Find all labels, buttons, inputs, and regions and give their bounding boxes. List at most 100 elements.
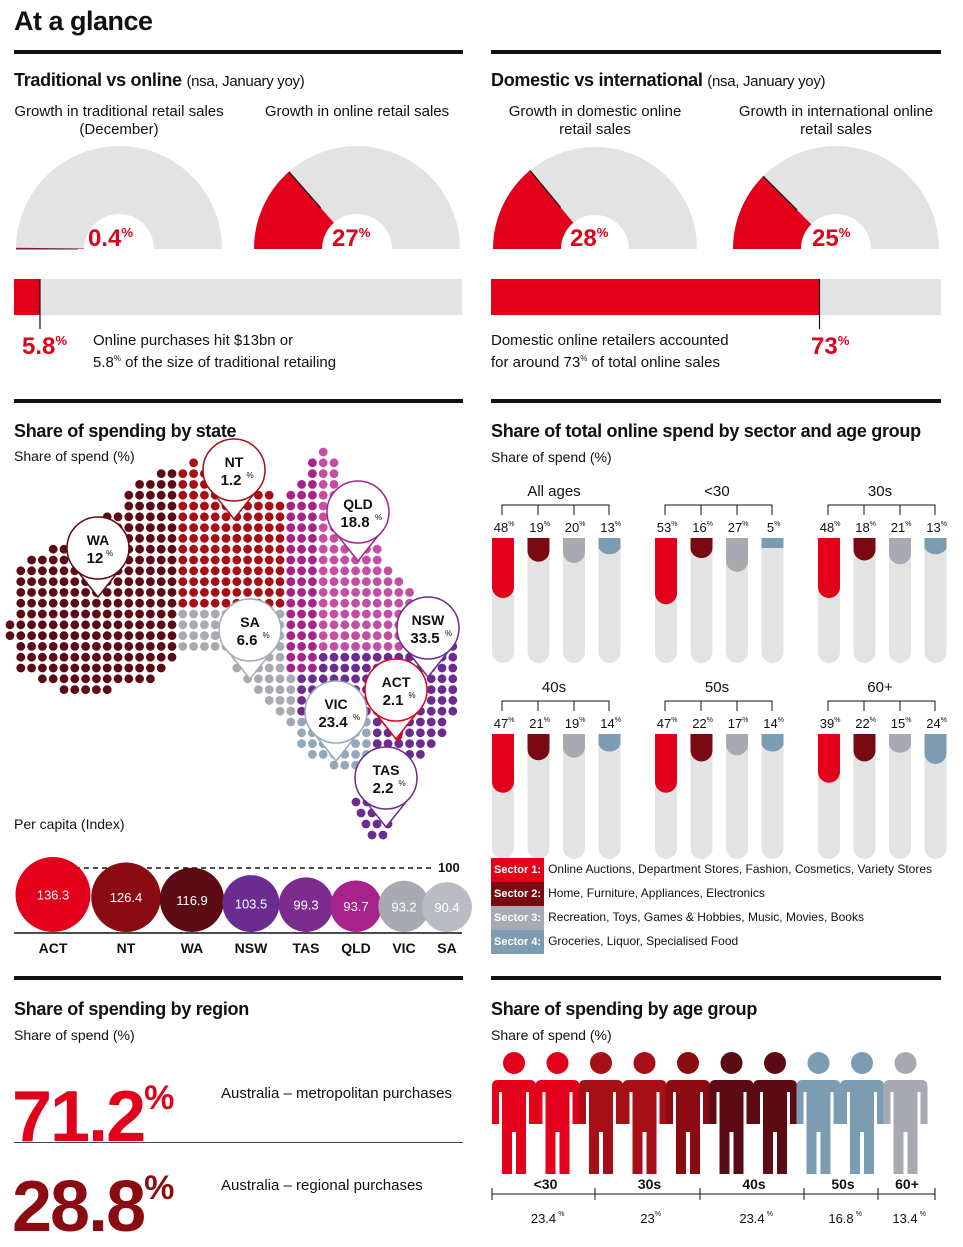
map-dot xyxy=(124,577,134,586)
map-dot xyxy=(167,480,177,489)
sector-pct: % xyxy=(905,521,911,528)
map-dot xyxy=(243,555,253,565)
regional-label: Australia – regional purchases xyxy=(221,1177,423,1194)
person-body xyxy=(622,1080,667,1174)
map-dot xyxy=(59,652,69,662)
map-dot xyxy=(48,544,58,554)
map-dot xyxy=(448,663,458,673)
pin-value: 1.2 xyxy=(221,472,242,489)
map-dot xyxy=(38,674,47,684)
sector-value: 13 xyxy=(926,520,940,535)
map-dot xyxy=(59,631,69,640)
divider xyxy=(14,50,463,54)
map-dot xyxy=(329,663,339,673)
age-label: 40s xyxy=(742,1176,766,1192)
map-dot xyxy=(254,534,263,543)
map-dot xyxy=(275,501,285,511)
map-dot xyxy=(308,642,317,651)
map-dot xyxy=(437,685,447,694)
map-dot xyxy=(124,490,134,500)
map-dot xyxy=(275,598,285,608)
map-dot xyxy=(286,717,296,727)
group-label: 40s xyxy=(542,679,566,696)
pin-state-label: ACT xyxy=(382,674,411,690)
map-dot xyxy=(286,588,296,597)
gauge-domestic xyxy=(493,147,697,249)
map-dot xyxy=(146,577,155,586)
map-dot xyxy=(156,534,166,543)
sector-value: 13 xyxy=(600,520,614,535)
map-dot xyxy=(38,620,47,630)
map-dot xyxy=(27,631,36,640)
pin-circle xyxy=(354,746,418,810)
sector-fill xyxy=(492,734,514,793)
gauge-traditional xyxy=(16,146,222,250)
map-dot xyxy=(156,642,166,651)
bar-value: 5.8% xyxy=(22,333,68,360)
map-dot xyxy=(232,544,242,554)
map-dot xyxy=(318,663,328,673)
person-body xyxy=(709,1080,754,1174)
map-dot xyxy=(372,739,382,748)
map-dot xyxy=(178,642,188,651)
map-dot xyxy=(362,652,371,662)
map-dot xyxy=(286,598,296,608)
sector-track xyxy=(889,734,911,859)
state-pin: NT 1.2% xyxy=(202,438,266,521)
map-dot xyxy=(167,609,177,619)
sector-track xyxy=(726,734,748,859)
per-capita-bubble xyxy=(159,867,225,932)
map-dot xyxy=(146,480,155,489)
map-dot xyxy=(146,631,155,640)
legend-chip: Sector 1: xyxy=(491,858,545,882)
map-dot xyxy=(5,631,15,640)
value: 71.2 xyxy=(12,1077,146,1157)
map-dot xyxy=(156,501,166,511)
person-body xyxy=(796,1080,841,1174)
pin-pct: % xyxy=(409,691,416,700)
sector-pct: % xyxy=(615,521,621,528)
map-dot xyxy=(232,523,242,532)
map-dot xyxy=(189,458,199,468)
age-heading: Share of spending by age group xyxy=(491,999,758,1019)
per-capita-bubble xyxy=(222,875,280,932)
sector-fill xyxy=(818,734,840,783)
map-dot xyxy=(297,598,306,608)
per-capita-value: 136.3 xyxy=(37,888,70,903)
map-dot xyxy=(264,696,274,705)
map-dot xyxy=(297,490,306,500)
map-dot xyxy=(59,588,69,597)
map-dot xyxy=(286,501,296,511)
map-dot xyxy=(156,480,166,489)
map-dot xyxy=(264,490,274,500)
map-dot xyxy=(48,566,58,576)
sector-pct: % xyxy=(671,521,677,528)
sector-fill-top xyxy=(655,734,677,745)
age-label: <30 xyxy=(534,1176,558,1192)
value: 5.8 xyxy=(22,333,56,360)
map-dot xyxy=(437,674,447,684)
sector-track xyxy=(598,734,621,859)
person-head xyxy=(807,1052,830,1074)
map-dot xyxy=(156,577,166,586)
map-dot xyxy=(308,652,317,662)
pin-cover xyxy=(232,647,268,656)
map-dot xyxy=(264,663,274,673)
sector-pct: % xyxy=(707,521,713,528)
map-dot xyxy=(437,663,447,673)
map-dot xyxy=(286,534,296,543)
map-dot xyxy=(124,523,134,532)
map-dot xyxy=(362,566,371,576)
pin-cover xyxy=(378,707,414,716)
text: of total online sales xyxy=(587,354,720,371)
pin-pct: % xyxy=(263,631,270,640)
per-capita-category: QLD xyxy=(341,940,371,956)
bar-fill xyxy=(14,279,40,315)
map-dot xyxy=(102,652,112,662)
map-dot xyxy=(297,501,306,511)
sector-value: 15 xyxy=(891,716,905,731)
map-dot xyxy=(146,534,155,543)
map-dot xyxy=(38,652,47,662)
age-value: 13.4 xyxy=(892,1211,917,1226)
map-dot xyxy=(308,512,317,522)
